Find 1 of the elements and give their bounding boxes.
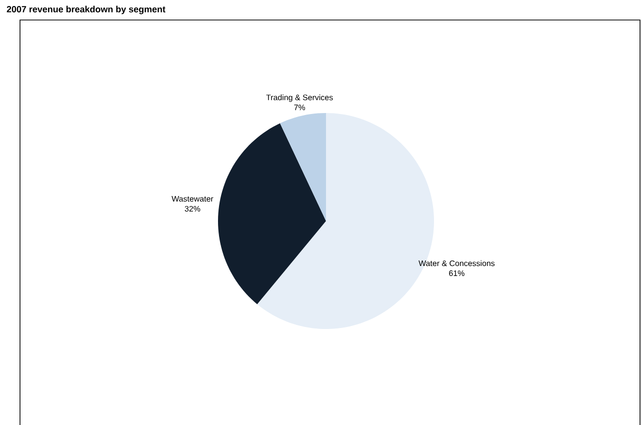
text: 2007 revenue breakdown by segment bbox=[6, 6, 166, 14]
